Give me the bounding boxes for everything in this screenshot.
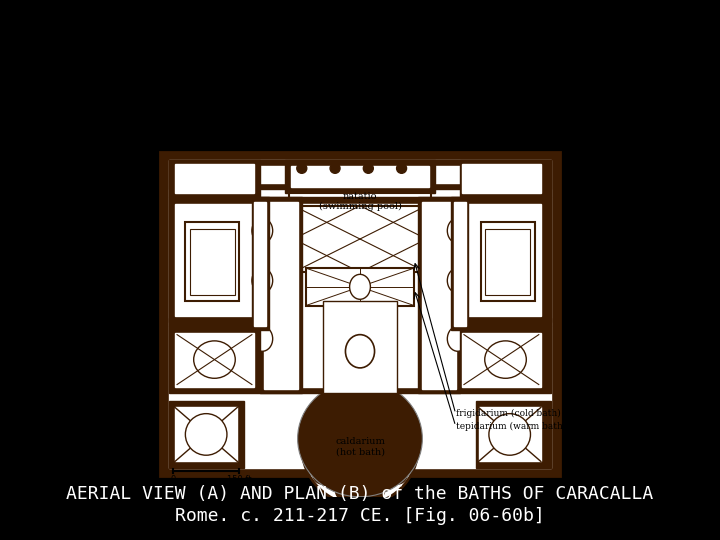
Bar bbox=[185, 222, 240, 301]
Text: gymnasium: gymnasium bbox=[481, 139, 538, 147]
Circle shape bbox=[330, 163, 340, 173]
Circle shape bbox=[336, 393, 356, 414]
Ellipse shape bbox=[252, 268, 273, 293]
Bar bbox=[252, 198, 269, 330]
Bar bbox=[168, 160, 552, 468]
Ellipse shape bbox=[306, 389, 414, 489]
Circle shape bbox=[397, 163, 407, 173]
Circle shape bbox=[387, 463, 408, 484]
Text: Rome. c. 211-217 CE. [Fig. 06-60b]: Rome. c. 211-217 CE. [Fig. 06-60b] bbox=[175, 507, 545, 525]
Ellipse shape bbox=[447, 218, 468, 243]
Ellipse shape bbox=[185, 414, 227, 455]
Bar bbox=[451, 198, 468, 330]
Bar bbox=[189, 228, 235, 295]
Bar bbox=[266, 204, 454, 387]
Bar bbox=[264, 201, 297, 389]
Text: caldarium
(hot bath): caldarium (hot bath) bbox=[335, 437, 385, 457]
Bar bbox=[306, 268, 414, 306]
Bar bbox=[168, 326, 260, 393]
Bar bbox=[175, 164, 254, 193]
Circle shape bbox=[387, 410, 408, 430]
Text: 40 m: 40 m bbox=[196, 480, 217, 488]
Bar bbox=[289, 193, 431, 218]
Bar bbox=[462, 164, 541, 193]
Bar bbox=[294, 206, 426, 272]
Bar bbox=[460, 160, 552, 198]
Ellipse shape bbox=[331, 418, 389, 476]
Bar bbox=[418, 198, 460, 393]
Bar bbox=[460, 198, 552, 322]
Ellipse shape bbox=[297, 380, 423, 497]
Text: 150 ft: 150 ft bbox=[228, 475, 252, 484]
Circle shape bbox=[336, 480, 356, 501]
Circle shape bbox=[364, 480, 384, 501]
Bar bbox=[175, 333, 254, 387]
Ellipse shape bbox=[346, 335, 374, 368]
Ellipse shape bbox=[302, 389, 418, 505]
Ellipse shape bbox=[489, 414, 531, 455]
Bar bbox=[462, 204, 541, 316]
Text: natatio
(swimming pool): natatio (swimming pool) bbox=[318, 192, 402, 211]
Text: tepidarium (warm bath): tepidarium (warm bath) bbox=[456, 422, 566, 431]
Text: AERIAL VIEW (A) AND PLAN (B) of the BATHS OF CARACALLA: AERIAL VIEW (A) AND PLAN (B) of the BATH… bbox=[66, 485, 654, 503]
Circle shape bbox=[297, 163, 307, 173]
Text: frigidarium (cold bath): frigidarium (cold bath) bbox=[456, 409, 560, 418]
Text: 0: 0 bbox=[170, 475, 176, 484]
Ellipse shape bbox=[252, 218, 273, 243]
Ellipse shape bbox=[314, 401, 406, 492]
Bar bbox=[177, 166, 543, 183]
Bar bbox=[460, 318, 552, 326]
Bar bbox=[285, 160, 435, 193]
Ellipse shape bbox=[194, 341, 235, 379]
Bar bbox=[260, 198, 460, 393]
Ellipse shape bbox=[447, 268, 468, 293]
Circle shape bbox=[312, 463, 333, 484]
Bar bbox=[161, 152, 559, 476]
Circle shape bbox=[312, 410, 333, 430]
Bar bbox=[477, 401, 552, 468]
Bar bbox=[168, 401, 243, 468]
Bar bbox=[168, 160, 260, 198]
Bar bbox=[175, 407, 238, 462]
Text: gymnasium: gymnasium bbox=[182, 139, 239, 147]
Bar bbox=[485, 228, 531, 295]
Bar bbox=[168, 198, 260, 322]
Bar bbox=[168, 160, 552, 189]
Bar bbox=[323, 301, 397, 393]
Bar bbox=[479, 407, 541, 462]
Circle shape bbox=[395, 436, 416, 457]
Ellipse shape bbox=[447, 326, 468, 351]
Bar bbox=[480, 222, 535, 301]
Bar bbox=[260, 198, 302, 393]
Bar bbox=[175, 204, 254, 316]
Bar bbox=[454, 201, 466, 326]
Ellipse shape bbox=[252, 326, 273, 351]
Bar bbox=[168, 318, 260, 326]
Ellipse shape bbox=[485, 341, 526, 379]
Bar bbox=[254, 201, 266, 326]
Circle shape bbox=[304, 436, 325, 457]
Bar bbox=[460, 326, 552, 393]
Circle shape bbox=[364, 393, 384, 414]
Bar bbox=[462, 333, 541, 387]
Bar bbox=[423, 201, 456, 389]
Circle shape bbox=[364, 163, 373, 173]
Ellipse shape bbox=[350, 274, 370, 299]
Bar bbox=[292, 166, 428, 187]
